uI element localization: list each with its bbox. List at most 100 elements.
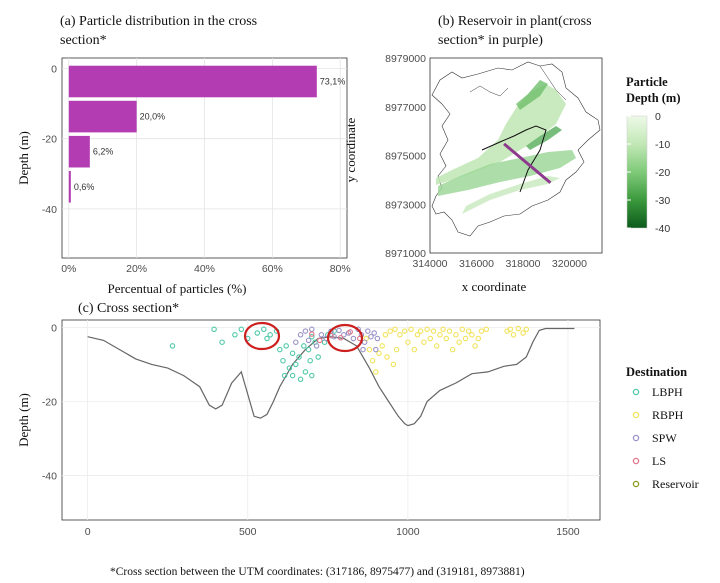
particle-point-rbph xyxy=(376,350,382,357)
particle-point-lbph xyxy=(238,326,245,333)
particle-point-rbph xyxy=(446,328,453,334)
panel-b-title-line1: (b) Reservoir in plant(cross xyxy=(438,14,592,29)
panel-c-ticks: 0 500 1000 1500 0 -20 -40 xyxy=(42,322,580,538)
particle-point-rbph xyxy=(390,361,397,368)
particle-point-lbph xyxy=(289,350,296,357)
highlight-circle-right xyxy=(326,323,364,353)
particle-point-rbph xyxy=(373,369,379,375)
panel-b: (b) Reservoir in plant(cross section* in… xyxy=(343,14,603,294)
particle-point-rbph xyxy=(507,326,514,333)
particle-point-rbph xyxy=(382,332,389,338)
colorbar-tick-label: -20 xyxy=(655,167,670,179)
particle-points xyxy=(169,325,530,383)
legend-key-lbph xyxy=(632,388,640,396)
particle-point-rbph xyxy=(449,346,456,353)
particle-point-spw xyxy=(305,337,312,344)
particle-point-lbph xyxy=(302,369,309,375)
particle-point-rbph xyxy=(520,330,526,336)
particle-point-lbph xyxy=(267,332,273,338)
particle-point-rbph xyxy=(443,335,450,342)
x-tick-label: 316000 xyxy=(459,258,494,270)
y-tick-label: -40 xyxy=(42,471,57,483)
particle-track-southwest xyxy=(462,176,560,214)
particle-point-lbph xyxy=(297,376,304,383)
particle-point-rbph xyxy=(469,332,475,338)
particle-point-spw xyxy=(368,333,374,340)
y-tick-label: 8975000 xyxy=(385,151,426,163)
legend-key-spw xyxy=(632,434,640,442)
particle-point-rbph xyxy=(417,328,424,334)
particle-track-deep xyxy=(516,80,548,110)
particle-point-spw xyxy=(374,335,381,342)
x-tick-label: 20% xyxy=(126,263,147,275)
legend-key-reservoir xyxy=(632,480,640,488)
particle-point-rbph xyxy=(393,346,400,353)
particle-point-rbph xyxy=(478,328,485,334)
particle-point-spw xyxy=(341,332,347,338)
particle-point-rbph xyxy=(472,343,478,349)
panel-a-title-line2: section* xyxy=(60,33,107,48)
colorbar-title-line2: Depth (m) xyxy=(626,91,681,105)
particle-point-rbph xyxy=(456,339,462,345)
panel-c: (c) Cross section* 0 500 1000 1500 0 -20 -40 D… xyxy=(16,301,601,538)
particle-point-ls xyxy=(337,335,344,341)
particle-point-spw xyxy=(336,327,342,334)
particle-point-rbph xyxy=(465,328,472,334)
particle-point-spw xyxy=(360,346,366,353)
particle-point-rbph xyxy=(437,332,443,338)
panel-b-ticks: 314000 316000 318000 320000 8971000 8973000 89… xyxy=(385,53,587,270)
particle-point-lbph xyxy=(309,372,315,379)
panel-a: (a) Particle distribution in the cross s… xyxy=(16,14,351,296)
bar-data-label: 20,0% xyxy=(140,112,166,122)
panel-a-x-axis-label: Percentual of particles (%) xyxy=(108,281,247,296)
panel-c-y-axis-label: Depth (m) xyxy=(16,393,31,447)
particle-point-lbph xyxy=(232,332,238,338)
particle-point-lbph xyxy=(286,365,293,371)
particle-point-spw xyxy=(293,339,299,345)
x-tick-label: 500 xyxy=(239,526,257,538)
particle-point-rbph xyxy=(462,335,469,342)
x-tick-label: 40% xyxy=(194,263,215,275)
x-tick-label: 0% xyxy=(61,263,76,275)
particle-point-rbph xyxy=(475,335,482,342)
particle-point-rbph xyxy=(510,332,517,338)
particle-point-spw xyxy=(365,328,371,334)
particle-point-spw xyxy=(361,339,368,345)
particle-point-rbph xyxy=(483,326,490,333)
particle-point-rbph xyxy=(411,346,418,353)
particle-point-rbph xyxy=(433,343,440,349)
particle-point-spw xyxy=(302,328,309,334)
legend-label-lbph: LBPH xyxy=(652,385,683,399)
particle-point-lbph xyxy=(280,357,286,364)
colorbar-tick-label: 0 xyxy=(655,111,661,123)
particle-point-lbph xyxy=(315,354,321,360)
panel-b-y-axis-label: y coordinate xyxy=(343,117,358,182)
particle-point-rbph xyxy=(408,326,414,333)
particle-point-lbph xyxy=(261,326,267,333)
particle-point-spw xyxy=(318,332,325,338)
particle-point-rbph xyxy=(405,339,411,345)
legend-label-reservoir: Reservoir xyxy=(652,477,699,491)
bar xyxy=(68,170,71,203)
colorbar-ticks: 0 -10 -20 -30 -40 xyxy=(627,111,670,235)
x-tick-label: 1000 xyxy=(396,526,420,538)
particle-point-rbph xyxy=(523,326,530,333)
particle-point-spw xyxy=(297,332,304,338)
y-tick-label: 0 xyxy=(51,64,57,76)
shoreline-detail xyxy=(539,65,567,101)
reservoir-map xyxy=(431,61,601,237)
particle-point-lbph xyxy=(169,343,176,349)
particle-point-rbph xyxy=(430,328,437,334)
particle-point-lbph xyxy=(296,354,302,360)
x-tick-label: 0 xyxy=(85,526,91,538)
particle-point-rbph xyxy=(421,339,427,345)
x-tick-label: 60% xyxy=(262,263,283,275)
particle-point-rbph xyxy=(515,325,522,332)
particle-point-lbph xyxy=(293,361,299,368)
x-tick-label: 1500 xyxy=(556,526,580,538)
bathymetry-line xyxy=(87,327,575,427)
legend-label-rbph: RBPH xyxy=(652,408,684,422)
legend-key-rbph xyxy=(632,411,640,419)
legend-label-spw: SPW xyxy=(652,431,677,445)
particle-point-rbph xyxy=(453,332,459,338)
